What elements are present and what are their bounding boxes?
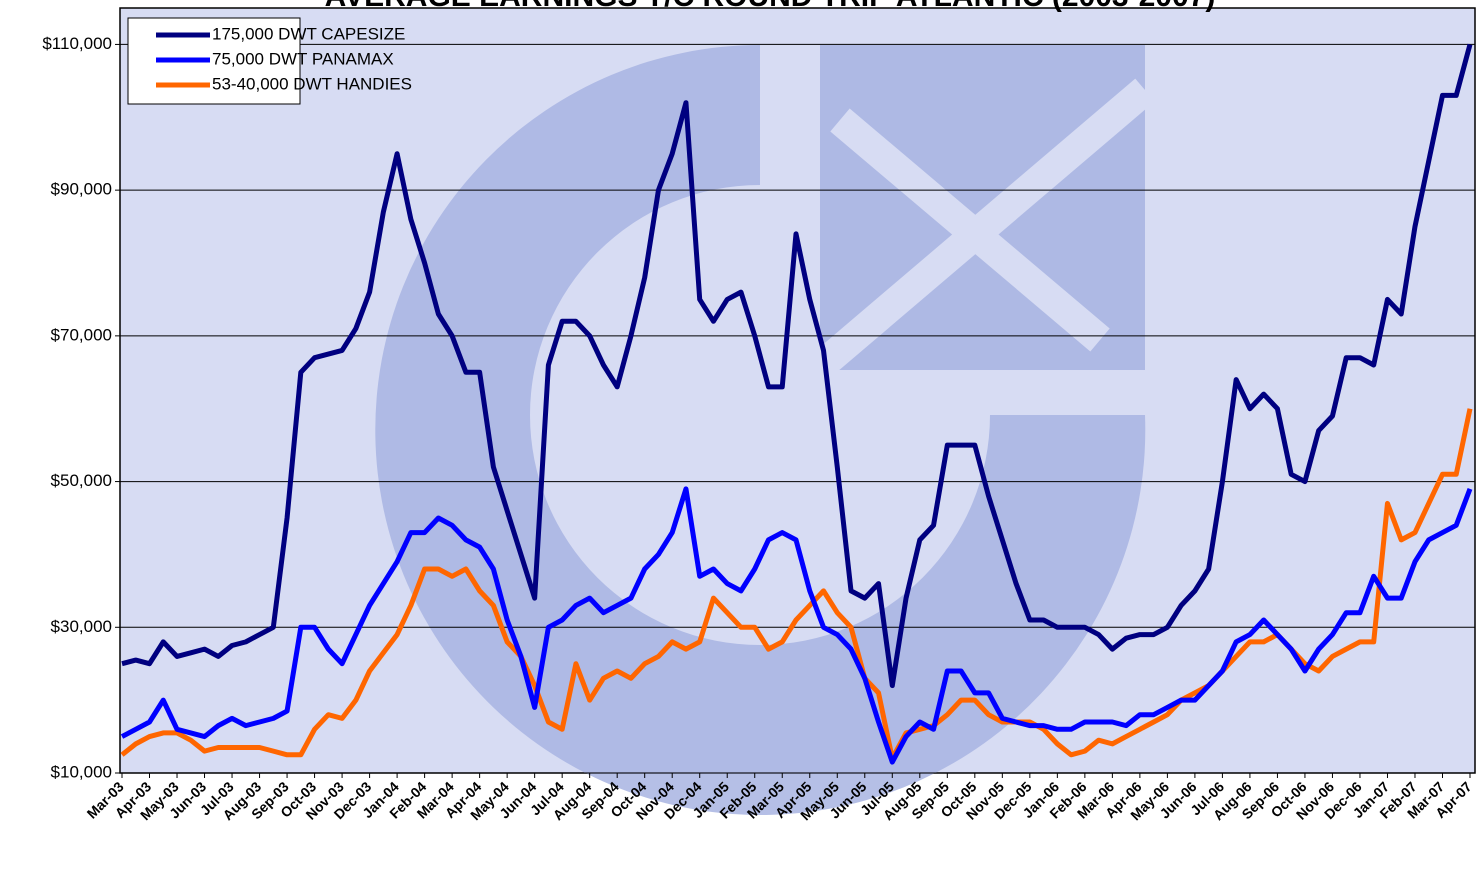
y-tick-label: $70,000 xyxy=(51,325,112,344)
series-line xyxy=(121,43,1473,689)
series-line xyxy=(120,408,1473,761)
series-line xyxy=(120,486,1473,765)
watermark-cut xyxy=(630,78,1155,532)
chart-title: AVERAGE EARNINGS T/C ROUND TRIP ATLANTIC… xyxy=(325,0,1216,13)
y-tick-label: $110,000 xyxy=(42,34,112,53)
legend-label: 75,000 DWT PANAMAX xyxy=(212,49,394,68)
y-tick-label: $90,000 xyxy=(51,180,112,199)
y-tick-label: $50,000 xyxy=(51,471,112,490)
legend-label: 175,000 DWT CAPESIZE xyxy=(212,24,405,43)
y-tick-label: $30,000 xyxy=(51,617,112,636)
y-tick-label: $10,000 xyxy=(51,762,112,781)
legend-label: 53-40,000 DWT HANDIES xyxy=(212,74,412,93)
legend: 175,000 DWT CAPESIZE 75,000 DWT PANAMAX 53… xyxy=(127,17,412,105)
